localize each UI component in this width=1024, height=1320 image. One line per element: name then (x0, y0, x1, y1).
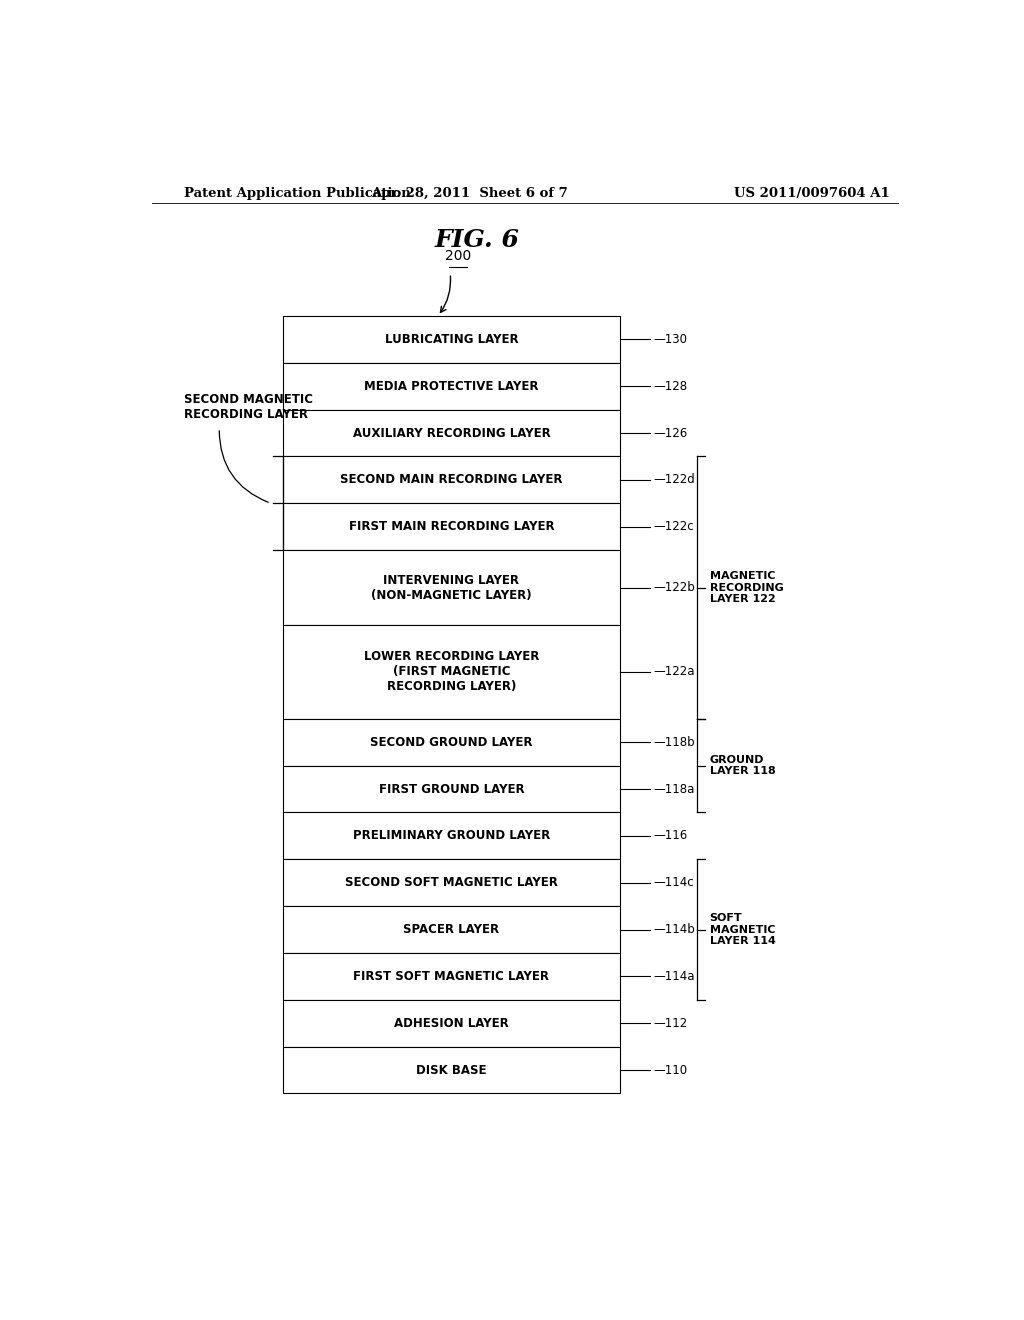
Text: —116: —116 (653, 829, 687, 842)
Bar (283, 550, 620, 626)
Text: FIG. 6: FIG. 6 (435, 228, 519, 252)
Text: INTERVENING LAYER
(NON-MAGNETIC LAYER): INTERVENING LAYER (NON-MAGNETIC LAYER) (371, 574, 531, 602)
Text: —118a: —118a (653, 783, 694, 796)
Text: —122a: —122a (653, 665, 695, 678)
Text: MAGNETIC
RECORDING
LAYER 122: MAGNETIC RECORDING LAYER 122 (710, 572, 783, 605)
Text: FIRST SOFT MAGNETIC LAYER: FIRST SOFT MAGNETIC LAYER (353, 970, 550, 983)
Text: LUBRICATING LAYER: LUBRICATING LAYER (385, 333, 518, 346)
Text: SPACER LAYER: SPACER LAYER (403, 923, 500, 936)
Text: FIRST MAIN RECORDING LAYER: FIRST MAIN RECORDING LAYER (348, 520, 554, 533)
Bar (283, 363, 620, 409)
Text: —114b: —114b (653, 923, 695, 936)
Text: —122c: —122c (653, 520, 694, 533)
Text: AUXILIARY RECORDING LAYER: AUXILIARY RECORDING LAYER (352, 426, 550, 440)
Text: FIRST GROUND LAYER: FIRST GROUND LAYER (379, 783, 524, 796)
Bar (283, 719, 620, 766)
Text: Apr. 28, 2011  Sheet 6 of 7: Apr. 28, 2011 Sheet 6 of 7 (371, 187, 567, 201)
Text: ADHESION LAYER: ADHESION LAYER (394, 1016, 509, 1030)
Bar (283, 626, 620, 719)
Text: —110: —110 (653, 1064, 687, 1077)
Text: —114c: —114c (653, 876, 694, 890)
Bar (283, 766, 620, 812)
Bar (283, 859, 620, 906)
Bar (283, 409, 620, 457)
Text: —122d: —122d (653, 474, 695, 486)
Text: SECOND SOFT MAGNETIC LAYER: SECOND SOFT MAGNETIC LAYER (345, 876, 558, 890)
Bar (283, 503, 620, 550)
Text: PRELIMINARY GROUND LAYER: PRELIMINARY GROUND LAYER (352, 829, 550, 842)
Text: —122b: —122b (653, 581, 695, 594)
Text: —118b: —118b (653, 735, 695, 748)
Text: US 2011/0097604 A1: US 2011/0097604 A1 (734, 187, 890, 201)
Bar (283, 457, 620, 503)
Bar (283, 315, 620, 363)
Bar (283, 812, 620, 859)
Text: SECOND MAIN RECORDING LAYER: SECOND MAIN RECORDING LAYER (340, 474, 562, 486)
Text: LOWER RECORDING LAYER
(FIRST MAGNETIC
RECORDING LAYER): LOWER RECORDING LAYER (FIRST MAGNETIC RE… (364, 651, 539, 693)
Text: —130: —130 (653, 333, 687, 346)
Text: 200: 200 (445, 249, 471, 263)
Bar (283, 953, 620, 999)
Text: SECOND MAGNETIC
RECORDING LAYER: SECOND MAGNETIC RECORDING LAYER (183, 393, 312, 421)
Text: Patent Application Publication: Patent Application Publication (183, 187, 411, 201)
Text: SOFT
MAGNETIC
LAYER 114: SOFT MAGNETIC LAYER 114 (710, 913, 775, 946)
Text: —112: —112 (653, 1016, 687, 1030)
Text: GROUND
LAYER 118: GROUND LAYER 118 (710, 755, 775, 776)
Text: SECOND GROUND LAYER: SECOND GROUND LAYER (370, 735, 532, 748)
Text: —114a: —114a (653, 970, 695, 983)
Text: —126: —126 (653, 426, 687, 440)
Text: DISK BASE: DISK BASE (416, 1064, 486, 1077)
Bar (283, 906, 620, 953)
Bar (283, 1047, 620, 1093)
Text: MEDIA PROTECTIVE LAYER: MEDIA PROTECTIVE LAYER (365, 380, 539, 393)
Text: —128: —128 (653, 380, 687, 393)
Bar (283, 999, 620, 1047)
